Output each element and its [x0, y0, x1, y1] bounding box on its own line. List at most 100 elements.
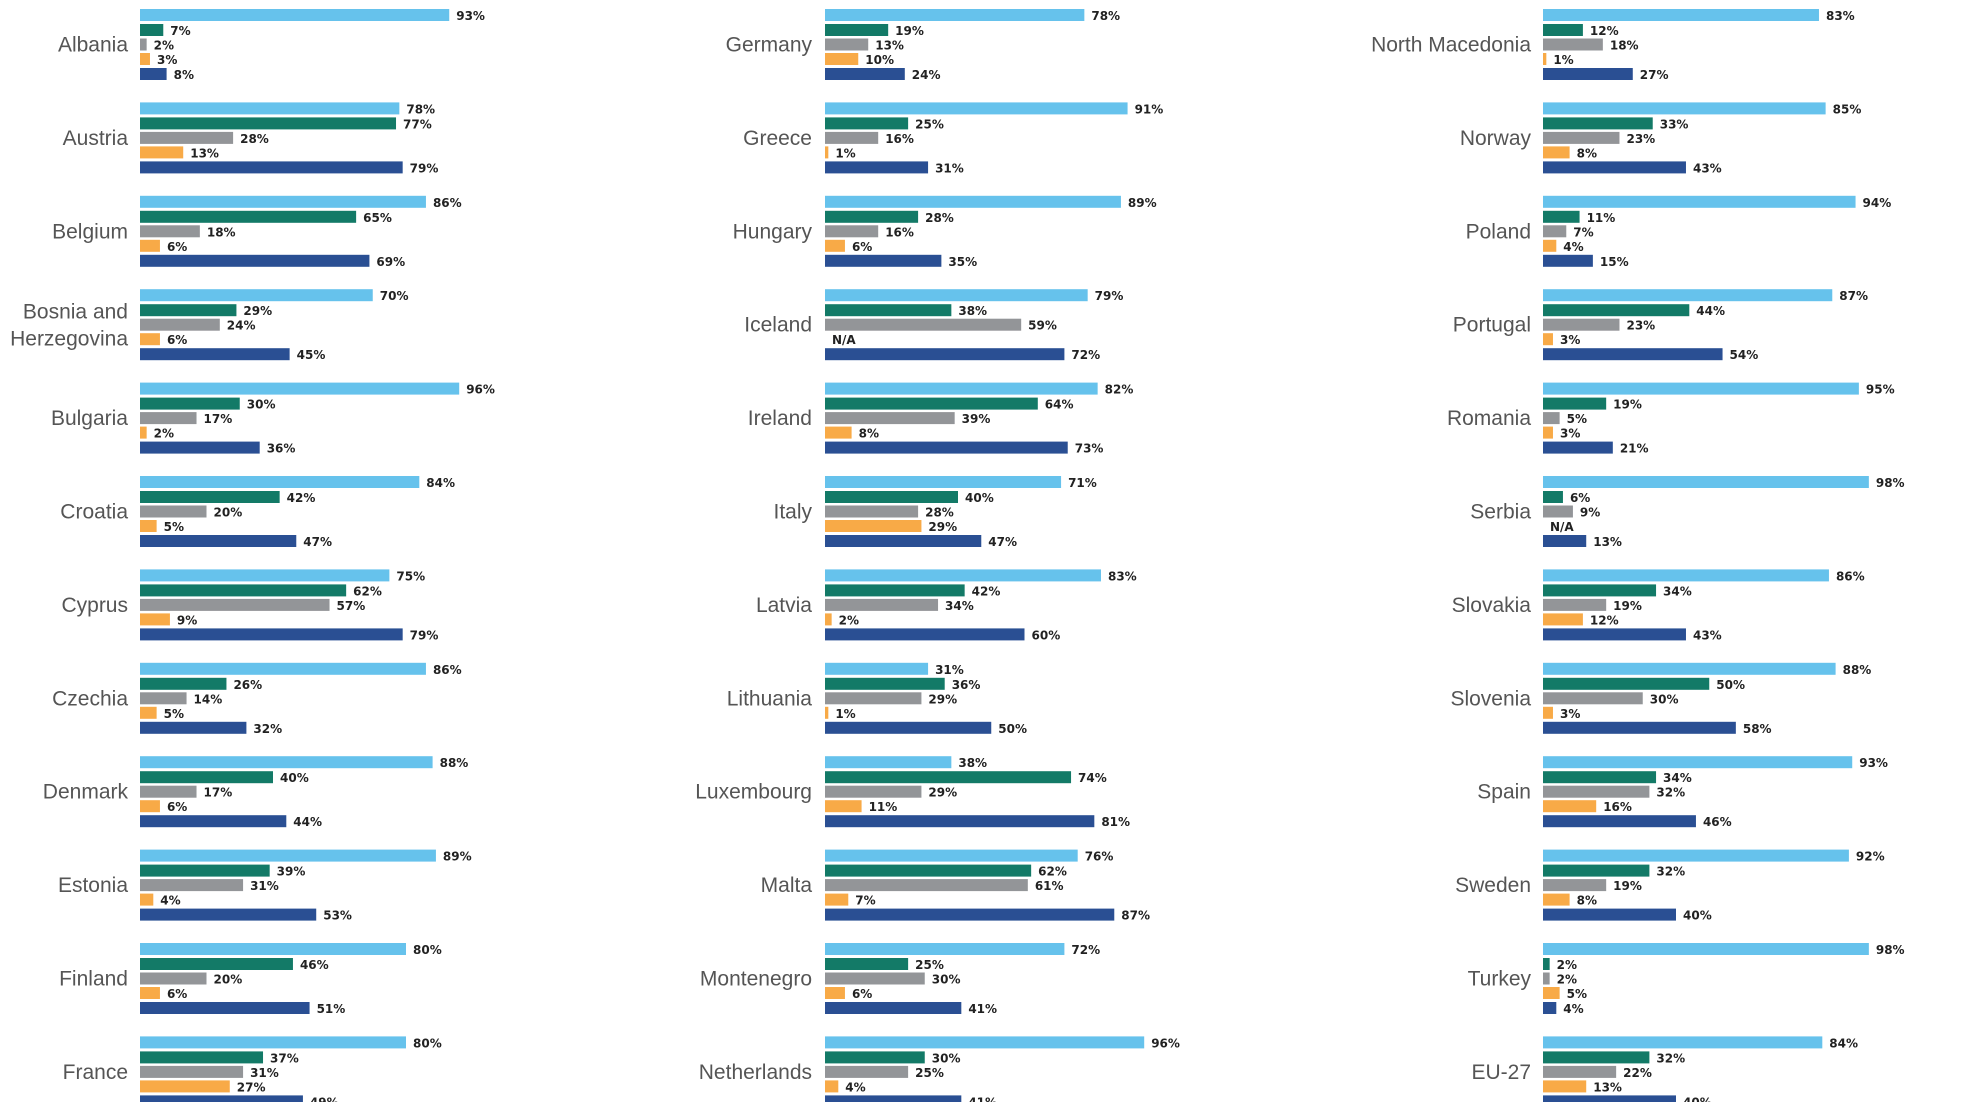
bar-latvia-1: [825, 584, 965, 597]
bar-poland-4: [1543, 254, 1593, 267]
country-label-denmark: Denmark: [43, 781, 129, 804]
value-label-norway-3: 8%: [1577, 146, 1597, 160]
value-label-estonia-3: 4%: [160, 894, 180, 908]
bar-romania-2: [1543, 412, 1560, 425]
bar-finland-4: [140, 1002, 310, 1014]
value-label-malta-4: 87%: [1121, 909, 1150, 923]
value-label-czechia-0: 86%: [433, 663, 462, 677]
country-group-croatia: Croatia 84% 42% 20% 5% 47%: [60, 476, 455, 549]
value-label-turkey-1: 2%: [1557, 958, 1577, 972]
bar-bulgaria-2: [140, 412, 197, 425]
value-label-netherlands-4: 41%: [968, 1095, 997, 1102]
bar-poland-0: [1543, 195, 1856, 208]
value-label-eu-27-2: 22%: [1623, 1066, 1652, 1080]
value-label-ireland-1: 64%: [1045, 398, 1074, 412]
value-label-albania-4: 8%: [174, 68, 194, 82]
value-label-croatia-4: 47%: [303, 535, 332, 549]
bar-bosnia-and-herzegovina-4: [140, 348, 290, 361]
country-label-iceland: Iceland: [744, 314, 812, 337]
bar-france-1: [140, 1051, 264, 1064]
value-label-eu-27-4: 40%: [1683, 1095, 1712, 1102]
bar-hungary-2: [825, 225, 879, 238]
value-label-lithuania-3: 1%: [835, 707, 855, 721]
bar-lithuania-4: [825, 721, 992, 734]
bar-germany-1: [825, 24, 889, 36]
value-label-latvia-3: 2%: [839, 613, 859, 627]
bar-finland-3: [140, 987, 160, 999]
bar-north-macedonia-0: [1543, 9, 1819, 21]
value-label-luxembourg-3: 11%: [869, 800, 898, 814]
bar-germany-3: [825, 53, 859, 65]
value-label-netherlands-2: 25%: [915, 1066, 944, 1080]
country-label-austria: Austria: [63, 127, 129, 150]
bar-denmark-0: [140, 756, 433, 769]
bar-spain-0: [1543, 756, 1853, 769]
country-group-portugal: Portugal 87% 44% 23% 3% 54%: [1453, 289, 1868, 362]
bar-bulgaria-0: [140, 382, 460, 395]
value-label-netherlands-0: 96%: [1151, 1036, 1180, 1050]
country-label-italy: Italy: [773, 501, 812, 524]
bar-latvia-2: [825, 598, 939, 611]
bar-malta-1: [825, 864, 1032, 877]
country-group-estonia: Estonia 89% 39%31% 4% 53%: [58, 849, 472, 923]
value-label-germany-3: 10%: [865, 53, 894, 67]
value-label-austria-3: 13%: [190, 146, 219, 160]
value-label-bosnia-and-herzegovina-4: 45%: [297, 348, 326, 362]
bar-bosnia-and-herzegovina-0: [140, 289, 373, 302]
bar-sweden-4: [1543, 908, 1676, 921]
bar-albania-0: [140, 9, 450, 21]
bar-malta-2: [825, 879, 1028, 892]
bar-france-0: [140, 1036, 406, 1049]
bar-estonia-4: [140, 908, 317, 921]
country-label-croatia: Croatia: [60, 501, 128, 524]
bar-serbia-2: [1543, 505, 1573, 518]
bar-germany-2: [825, 38, 869, 51]
bar-greece-0: [825, 102, 1128, 115]
value-label-portugal-0: 87%: [1839, 289, 1868, 303]
value-label-france-3: 27%: [237, 1080, 266, 1094]
bar-sweden-0: [1543, 849, 1849, 862]
bar-austria-0: [140, 102, 400, 115]
value-label-estonia-0: 89%: [443, 850, 472, 864]
bar-portugal-3: [1543, 333, 1553, 346]
bar-slovenia-4: [1543, 721, 1736, 734]
bar-denmark-2: [140, 785, 197, 798]
bar-albania-3: [140, 53, 150, 65]
value-label-bulgaria-4: 36%: [267, 442, 296, 456]
bar-slovakia-1: [1543, 584, 1657, 597]
country-group-serbia: Serbia 98% 6%9% N/A 13%: [1470, 476, 1905, 549]
bar-lithuania-3: [825, 706, 829, 719]
value-label-north-macedonia-3: 1%: [1553, 53, 1573, 67]
bar-denmark-4: [140, 815, 287, 828]
country-group-luxembourg: Luxembourg 38% 74% 29% 11% 81%: [695, 756, 1130, 829]
country-label-bosnia-and-herzegovina: Bosnia and Herzegovina: [10, 301, 128, 351]
value-label-greece-2: 16%: [885, 132, 914, 146]
bar-croatia-1: [140, 491, 280, 503]
bar-cyprus-0: [140, 569, 390, 582]
bar-estonia-2: [140, 879, 244, 892]
bar-slovakia-4: [1543, 628, 1686, 641]
bar-montenegro-3: [825, 987, 845, 999]
bar-ireland-0: [825, 382, 1098, 395]
bar-france-2: [140, 1065, 244, 1078]
value-label-turkey-3: 5%: [1567, 987, 1587, 1001]
value-label-malta-0: 76%: [1085, 850, 1114, 864]
value-label-slovenia-1: 50%: [1716, 678, 1745, 692]
value-label-germany-1: 19%: [895, 24, 924, 38]
country-group-latvia: Latvia 83% 42%34% 2% 60%: [756, 569, 1137, 642]
value-label-cyprus-0: 75%: [396, 569, 425, 583]
value-label-romania-3: 3%: [1560, 427, 1580, 441]
value-label-bosnia-and-herzegovina-1: 29%: [243, 304, 272, 318]
bar-netherlands-2: [825, 1065, 909, 1078]
country-group-north-macedonia: North Macedonia 83% 12%18% 1% 27%: [1371, 9, 1855, 82]
value-label-hungary-0: 89%: [1128, 196, 1157, 210]
bar-belgium-0: [140, 195, 426, 208]
value-label-finland-0: 80%: [413, 943, 442, 957]
bar-iceland-0: [825, 289, 1088, 302]
bar-turkey-4: [1543, 1002, 1557, 1014]
value-label-hungary-3: 6%: [852, 240, 872, 254]
bar-italy-3: [825, 520, 922, 532]
bar-latvia-3: [825, 613, 832, 626]
bar-romania-4: [1543, 441, 1613, 454]
